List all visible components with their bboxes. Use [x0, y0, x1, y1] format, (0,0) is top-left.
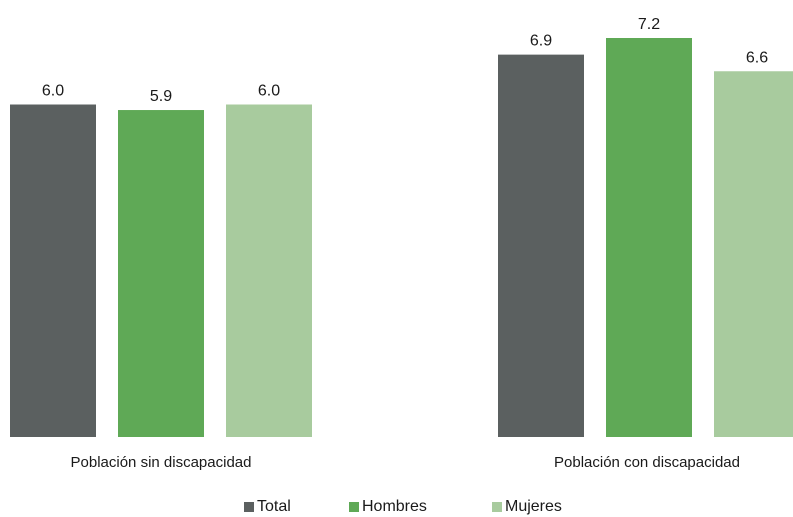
legend-item-total: Total [244, 497, 291, 517]
value-label-hombres-poblacion-con-discapacidad: 7.2 [638, 16, 660, 33]
category-labels: Población sin discapacidad Población con… [71, 454, 740, 471]
legend-label-total: Total [257, 498, 291, 515]
legend-item-hombres: Hombres [349, 497, 427, 517]
legend-swatch-mujeres [492, 502, 502, 512]
bar-total-poblacion-sin-discapacidad [10, 104, 96, 437]
legend-swatch-total [244, 502, 254, 512]
category-label-sin-discapacidad: Población sin discapacidad [71, 454, 252, 471]
value-label-total-poblacion-sin-discapacidad: 6.0 [42, 83, 64, 100]
legend-swatch-hombres [349, 502, 359, 512]
legend-label-mujeres: Mujeres [505, 498, 562, 515]
legend: Total Hombres Mujeres [0, 497, 793, 517]
legend-label-hombres: Hombres [362, 498, 427, 515]
bar-mujeres-poblacion-con-discapacidad [714, 71, 793, 437]
category-label-con-discapacidad: Población con discapacidad [554, 454, 740, 471]
bar-mujeres-poblacion-sin-discapacidad [226, 104, 312, 437]
legend-item-mujeres: Mujeres [492, 497, 562, 517]
value-label-hombres-poblacion-sin-discapacidad: 5.9 [150, 88, 172, 105]
value-label-mujeres-poblacion-con-discapacidad: 6.6 [746, 49, 768, 66]
bar-value-labels: 6.0 5.9 6.0 6.9 7.2 6.6 [42, 16, 768, 105]
value-label-total-poblacion-con-discapacidad: 6.9 [530, 33, 552, 50]
value-label-mujeres-poblacion-sin-discapacidad: 6.0 [258, 83, 280, 100]
bar-hombres-poblacion-con-discapacidad [606, 38, 692, 437]
bar-hombres-poblacion-sin-discapacidad [118, 110, 204, 438]
bars-layer [10, 38, 793, 438]
bar-total-poblacion-con-discapacidad [498, 54, 584, 437]
